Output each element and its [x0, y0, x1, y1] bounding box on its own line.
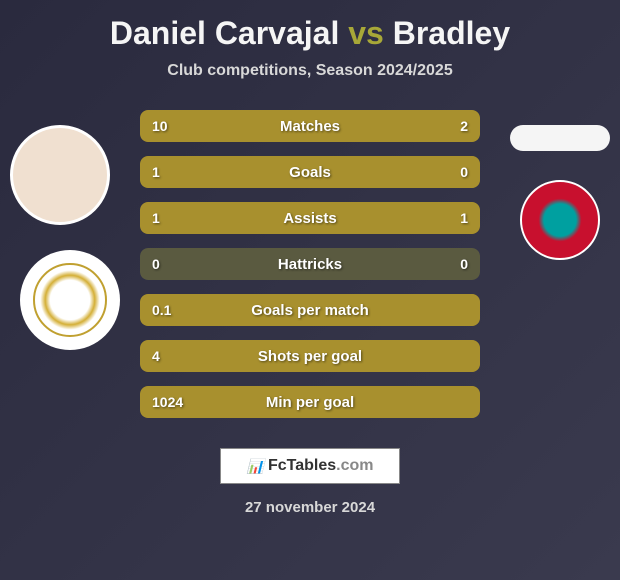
stat-value-left: 0.1	[152, 302, 171, 318]
stat-bar: 1 Goals 0	[140, 156, 480, 188]
player2-club-logo	[520, 180, 600, 260]
subtitle: Club competitions, Season 2024/2025	[0, 62, 620, 80]
stat-label: Shots per goal	[258, 348, 362, 365]
stat-label: Goals per match	[251, 302, 369, 319]
stat-value-left: 0	[152, 256, 160, 272]
player2-photo	[510, 125, 610, 151]
comparison-title: Daniel Carvajal vs Bradley	[0, 15, 620, 52]
stat-value-left: 1	[152, 210, 160, 226]
vs-separator: vs	[348, 15, 384, 51]
stat-label: Matches	[280, 118, 340, 135]
stat-value-left: 1	[152, 164, 160, 180]
stat-label: Min per goal	[266, 394, 354, 411]
date-label: 27 november 2024	[0, 499, 620, 516]
stat-value-left: 10	[152, 118, 168, 134]
stat-value-right: 1	[460, 210, 468, 226]
brand-icon: 📊	[247, 458, 262, 475]
stat-value-right: 0	[460, 164, 468, 180]
brand-text: FcTables.com	[268, 457, 374, 475]
stat-bar: 10 Matches 2	[140, 110, 480, 142]
player2-name: Bradley	[393, 15, 510, 51]
player1-photo	[10, 125, 110, 225]
stat-fill-right	[422, 110, 480, 142]
stat-bar: 4 Shots per goal	[140, 340, 480, 372]
stat-bar: 0.1 Goals per match	[140, 294, 480, 326]
player1-club-logo	[20, 250, 120, 350]
stat-bar: 0 Hattricks 0	[140, 248, 480, 280]
stat-label: Hattricks	[278, 256, 342, 273]
stat-value-right: 2	[460, 118, 468, 134]
stat-value-left: 4	[152, 348, 160, 364]
stat-label: Assists	[283, 210, 336, 227]
stat-value-right: 0	[460, 256, 468, 272]
comparison-card: Daniel Carvajal vs Bradley Club competit…	[0, 0, 620, 580]
stats-container: 10Matches21Goals01Assists10Hattricks00.1…	[140, 110, 480, 418]
player1-name: Daniel Carvajal	[110, 15, 339, 51]
stat-label: Goals	[289, 164, 331, 181]
stat-value-left: 1024	[152, 394, 183, 410]
stat-bar: 1024 Min per goal	[140, 386, 480, 418]
stat-bar: 1 Assists 1	[140, 202, 480, 234]
brand-logo: 📊 FcTables.com	[220, 448, 400, 484]
